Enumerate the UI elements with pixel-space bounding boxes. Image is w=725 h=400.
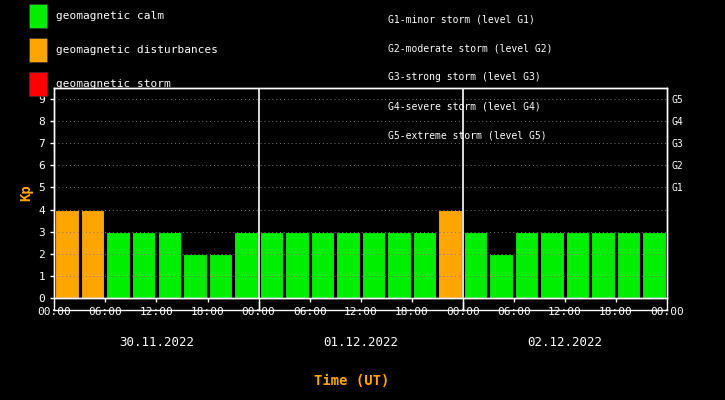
Bar [81, 210, 104, 298]
Bar [489, 254, 513, 298]
Text: 30.11.2022: 30.11.2022 [119, 336, 194, 348]
Bar [209, 254, 232, 298]
Bar [310, 232, 334, 298]
Bar [336, 232, 360, 298]
Text: geomagnetic storm: geomagnetic storm [56, 79, 170, 89]
Bar [439, 210, 462, 298]
Bar [566, 232, 589, 298]
Bar [515, 232, 539, 298]
Text: G4-severe storm (level G4): G4-severe storm (level G4) [388, 102, 541, 112]
Text: geomagnetic disturbances: geomagnetic disturbances [56, 45, 217, 55]
Bar [642, 232, 666, 298]
Text: G5-extreme storm (level G5): G5-extreme storm (level G5) [388, 131, 547, 141]
Bar [464, 232, 487, 298]
Bar [260, 232, 283, 298]
Bar [387, 232, 411, 298]
Text: G3-strong storm (level G3): G3-strong storm (level G3) [388, 72, 541, 82]
Text: geomagnetic calm: geomagnetic calm [56, 11, 164, 21]
Bar [592, 232, 615, 298]
Bar [132, 232, 155, 298]
Bar [107, 232, 130, 298]
Bar [362, 232, 385, 298]
Bar [285, 232, 309, 298]
Bar [183, 254, 207, 298]
Text: 01.12.2022: 01.12.2022 [323, 336, 398, 348]
Y-axis label: Kp: Kp [19, 185, 33, 201]
Text: Time (UT): Time (UT) [314, 374, 389, 388]
Bar [157, 232, 181, 298]
Bar [55, 210, 79, 298]
Bar [234, 232, 257, 298]
Text: G1-minor storm (level G1): G1-minor storm (level G1) [388, 14, 535, 24]
Text: G2-moderate storm (level G2): G2-moderate storm (level G2) [388, 43, 552, 53]
Bar [540, 232, 564, 298]
Bar [413, 232, 436, 298]
Text: 02.12.2022: 02.12.2022 [527, 336, 602, 348]
Bar [617, 232, 640, 298]
